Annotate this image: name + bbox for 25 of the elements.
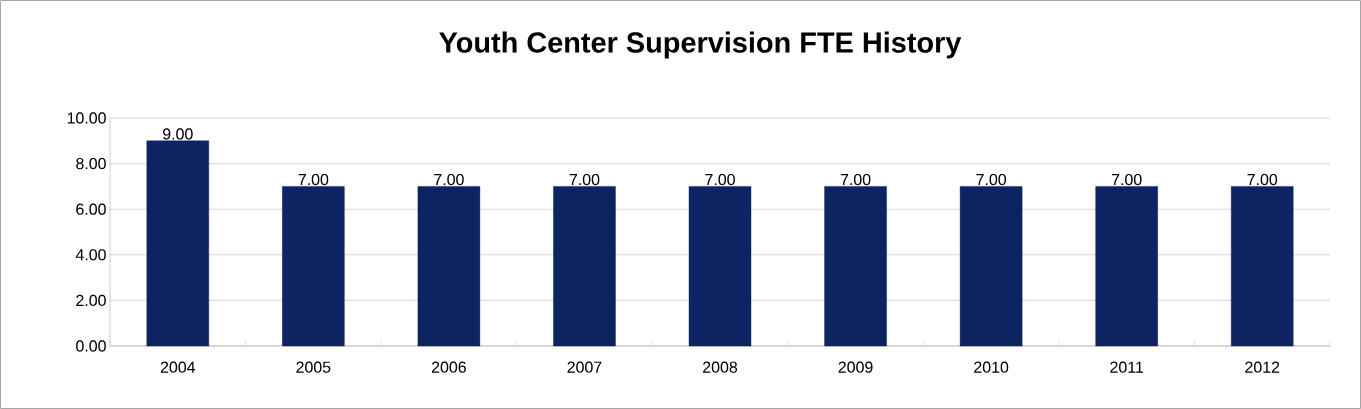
x-tick-label: 2006 (431, 361, 466, 373)
x-tick-label: 2004 (160, 361, 196, 373)
y-tick-label: 2.00 (76, 294, 106, 307)
x-tick-label: 2011 (1110, 361, 1144, 373)
x-tick-label: 2007 (567, 361, 602, 373)
x-tick-label: 2008 (703, 361, 738, 373)
x-tick-label: 2005 (296, 361, 331, 373)
data-label: 7.00 (1111, 173, 1142, 186)
data-label: 7.00 (840, 173, 871, 186)
data-label: 7.00 (434, 173, 464, 186)
y-tick-label: 4.00 (75, 249, 106, 261)
y-tick-label: 10.00 (67, 112, 106, 124)
y-tick-label: 6.00 (76, 203, 106, 215)
data-label: 7.00 (976, 173, 1006, 186)
data-label: 7.00 (1247, 173, 1278, 186)
y-tick-label: 0.00 (76, 340, 106, 352)
y-tick-label: 8.00 (76, 157, 106, 170)
data-label: 7.00 (298, 173, 329, 186)
data-label: 9.00 (163, 128, 193, 140)
x-tick-label: 2012 (1245, 361, 1280, 373)
chart-title: Youth Center Supervision FTE History (439, 31, 962, 59)
data-label: 7.00 (569, 173, 600, 186)
data-label: 7.00 (705, 173, 735, 186)
x-tick-label: 2009 (838, 361, 873, 373)
x-tick-label: 2010 (974, 361, 1009, 373)
